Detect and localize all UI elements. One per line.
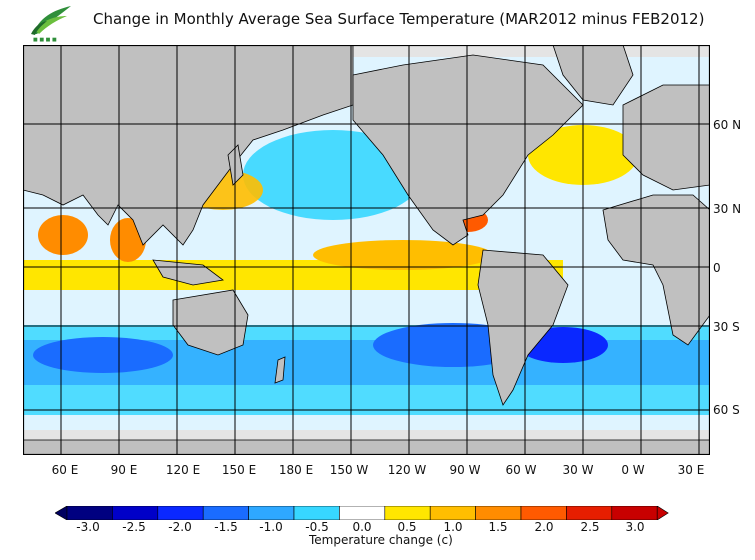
- cold-anomaly-indian: [33, 337, 173, 373]
- x-tick-label: 60 E: [51, 463, 79, 477]
- x-tick-label: 60 W: [505, 463, 537, 477]
- land-africa: [602, 194, 710, 346]
- colorbar-swatch: [566, 506, 613, 520]
- colorbar-tick-label: 0.5: [397, 520, 417, 534]
- y-tick-label: 0: [713, 261, 721, 275]
- colorbar-tick-label: 2.0: [534, 520, 554, 534]
- colorbar-swatch: [384, 506, 431, 520]
- colorbar-swatch: [429, 506, 476, 520]
- x-tick-label: 90 E: [110, 463, 138, 477]
- colorbar: [55, 506, 669, 520]
- colorbar-title: Temperature change (c): [309, 533, 453, 547]
- land-europe: [622, 84, 710, 191]
- land-maritime-se-asia: [152, 259, 224, 286]
- colorbar-swatch: [520, 506, 567, 520]
- colorbar-tick-label: -1.5: [214, 520, 238, 534]
- land-greenland: [552, 45, 634, 106]
- x-tick-label: 0 W: [621, 463, 645, 477]
- colorbar-tick-label: -2.5: [122, 520, 146, 534]
- colorbar-under-arrow: [55, 506, 68, 520]
- colorbar-swatch: [339, 506, 386, 520]
- colorbar-swatch: [293, 506, 340, 520]
- y-tick-label: 30 S: [713, 320, 740, 334]
- cool-anomaly-npacific: [243, 130, 423, 220]
- sst-map: [23, 45, 710, 455]
- x-tick-label: 90 W: [449, 463, 481, 477]
- land-eurasia: [23, 45, 354, 246]
- y-tick-label: 60 S: [713, 403, 740, 417]
- colorbar-swatch: [112, 506, 159, 520]
- land-nz: [274, 356, 286, 384]
- land-antarctica: [23, 439, 710, 455]
- y-tick-label: 60 N: [713, 118, 742, 132]
- colorbar-tick-label: 2.5: [580, 520, 600, 534]
- colorbar-swatch: [611, 506, 658, 520]
- colorbar-swatch: [248, 506, 295, 520]
- chart-title: Change in Monthly Average Sea Surface Te…: [93, 10, 705, 28]
- warm-anomaly-epacific: [313, 240, 493, 270]
- x-tick-label: 120 W: [387, 463, 427, 477]
- land-samerica: [477, 249, 569, 406]
- svg-text:■ ■ ■ ■: ■ ■ ■ ■: [33, 37, 57, 42]
- colorbar-tick-label: -1.0: [259, 520, 283, 534]
- colorbar-tick-label: -0.5: [305, 520, 329, 534]
- observatory-logo-icon: ■ ■ ■ ■: [31, 6, 71, 42]
- colorbar-tick-label: -3.0: [76, 520, 100, 534]
- x-tick-label: 180 E: [278, 463, 314, 477]
- colorbar-tick-label: 1.0: [443, 520, 463, 534]
- colorbar-tick-label: 0.0: [352, 520, 372, 534]
- land: [23, 45, 710, 455]
- colorbar-swatch: [475, 506, 522, 520]
- colorbar-tick-label: 1.5: [488, 520, 508, 534]
- warm-anomaly-arabian: [38, 215, 88, 255]
- graticule: [23, 45, 710, 455]
- colorbar-swatch: [157, 506, 204, 520]
- x-tick-label: 30 W: [562, 463, 594, 477]
- x-tick-label: 150 E: [221, 463, 257, 477]
- map-border: [23, 45, 710, 455]
- x-tick-label: 120 E: [165, 463, 201, 477]
- colorbar-tick-label: 3.0: [625, 520, 645, 534]
- x-tick-label: 150 W: [329, 463, 369, 477]
- colorbar-tick-label: -2.0: [168, 520, 192, 534]
- colorbar-swatch: [66, 506, 113, 520]
- colorbar-swatch: [202, 506, 249, 520]
- colorbar-over-arrow: [656, 506, 669, 520]
- x-tick-label: 30 E: [677, 463, 705, 477]
- y-tick-label: 30 N: [713, 202, 742, 216]
